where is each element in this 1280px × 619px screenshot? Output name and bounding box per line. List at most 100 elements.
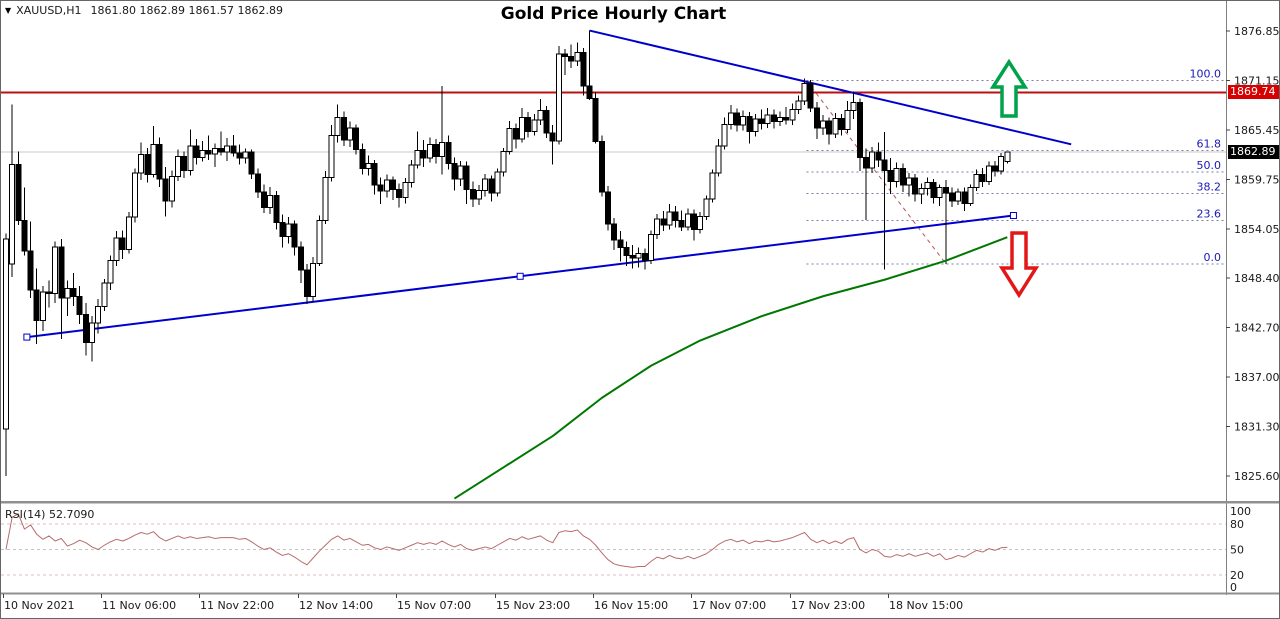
candle-bullish <box>52 246 59 295</box>
candle-bullish <box>955 191 962 202</box>
fib-level-label: 100.0 <box>1190 67 1222 80</box>
candle-bullish <box>721 123 728 147</box>
candle-bearish <box>144 154 151 176</box>
candle-bearish <box>261 191 268 209</box>
time-axis-label: 15 Nov 23:00 <box>496 599 570 612</box>
candle-bullish <box>752 118 759 132</box>
rsi-line <box>5 513 1008 568</box>
candle-bearish <box>543 109 550 134</box>
candle-bearish <box>568 56 575 62</box>
candle-bearish <box>813 107 820 129</box>
fib-level-label: 50.0 <box>1197 159 1222 172</box>
candle-bullish <box>574 51 581 62</box>
candle-bearish <box>162 178 169 202</box>
moving-average-line[interactable] <box>453 236 1008 500</box>
candle-bearish <box>218 148 225 153</box>
candle-bullish <box>1004 151 1011 163</box>
candle-bearish <box>463 165 470 190</box>
candle-bearish <box>580 51 587 87</box>
candle-bullish <box>801 83 808 102</box>
time-axis-label: 15 Nov 07:00 <box>397 599 471 612</box>
candle-bearish <box>881 159 888 171</box>
time-axis-label: 17 Nov 07:00 <box>692 599 766 612</box>
candle-bullish <box>132 172 139 218</box>
candle-bearish <box>512 128 519 140</box>
trendline-handle[interactable] <box>1009 212 1017 220</box>
candle-bearish <box>469 188 476 200</box>
rsi-indicator-label: RSI(14) 52.7090 <box>5 508 95 521</box>
candle-bullish <box>150 143 157 176</box>
candle-bearish <box>887 169 894 183</box>
candle-bullish <box>224 145 231 153</box>
candle-bearish <box>611 223 618 241</box>
candle-bearish <box>758 118 765 124</box>
time-axis-label: 12 Nov 14:00 <box>299 599 373 612</box>
candle-bearish <box>598 141 605 193</box>
candle-bearish <box>562 53 569 58</box>
fib-level-label: 38.2 <box>1197 181 1222 194</box>
candle-bearish <box>629 254 636 259</box>
candle-bearish <box>691 213 698 230</box>
candle-bearish <box>273 195 280 223</box>
fib-level-label: 61.8 <box>1197 137 1222 150</box>
fib-level-label: 0.0 <box>1204 251 1222 264</box>
candle-bullish <box>89 322 96 343</box>
bullish-arrow-up-icon[interactable] <box>989 58 1029 118</box>
candle-bearish <box>297 246 304 271</box>
candle-bullish <box>107 260 114 284</box>
candle-bearish <box>33 289 40 322</box>
candle-bearish <box>899 168 906 186</box>
candle-bearish <box>76 295 83 315</box>
candle-bearish <box>770 114 777 123</box>
candle-bullish <box>3 238 9 430</box>
candle-bearish <box>119 237 126 250</box>
candle-bearish <box>27 250 34 291</box>
candle-bearish <box>641 253 648 262</box>
bearish-arrow-down-icon[interactable] <box>998 231 1040 299</box>
candle-bearish <box>248 151 255 175</box>
candle-bullish <box>285 223 292 237</box>
price-axis-label: 1825.60 <box>1234 470 1280 483</box>
candle-bearish <box>205 149 212 155</box>
rsi-axis-label: 20 <box>1230 569 1244 582</box>
candle-bearish <box>82 313 89 343</box>
candle-bullish <box>328 135 335 178</box>
candle-bullish <box>482 178 489 191</box>
candle-bearish <box>961 191 968 204</box>
candle-bearish <box>746 116 753 132</box>
candle-bearish <box>451 162 458 180</box>
candle-bearish <box>979 174 986 183</box>
candle-bearish <box>826 120 833 135</box>
trendline-handle[interactable] <box>23 333 31 341</box>
candle-bullish <box>967 187 974 204</box>
candle-bullish <box>9 163 16 265</box>
candle-bearish <box>488 178 495 194</box>
price-axis-label: 1871.15 <box>1234 74 1280 87</box>
candle-bullish <box>777 116 784 123</box>
symbol-header[interactable]: ▼ XAUUSD,H1 1861.80 1862.89 1861.57 1862… <box>5 4 283 17</box>
rsi-axis-label: 50 <box>1230 544 1244 557</box>
candle-bearish <box>433 143 440 157</box>
trendline-handle[interactable] <box>516 272 524 280</box>
candle-bullish <box>998 155 1005 172</box>
candle-bearish <box>863 156 870 169</box>
candle-bearish <box>390 179 397 190</box>
symbol-dropdown-icon[interactable]: ▼ <box>5 6 12 15</box>
candle-bearish <box>734 112 741 126</box>
candle-bearish <box>992 165 999 172</box>
candle-bullish <box>500 150 507 173</box>
candle-bearish <box>377 184 384 192</box>
descending-trendline[interactable] <box>589 29 1072 146</box>
fib-diagonal-line[interactable] <box>806 80 947 265</box>
candle-bullish <box>334 116 341 137</box>
time-axis-label: 10 Nov 2021 <box>4 599 74 612</box>
candle-bullish <box>347 127 354 141</box>
time-axis-label: 17 Nov 23:00 <box>791 599 865 612</box>
symbol-timeframe-label: XAUUSD,H1 <box>16 4 82 17</box>
time-axis-label: 18 Nov 15:00 <box>889 599 963 612</box>
candle-bearish <box>359 149 366 170</box>
candle-bearish <box>605 191 612 225</box>
price-axis-label: 1848.40 <box>1234 272 1280 285</box>
candle-bullish <box>555 53 562 142</box>
